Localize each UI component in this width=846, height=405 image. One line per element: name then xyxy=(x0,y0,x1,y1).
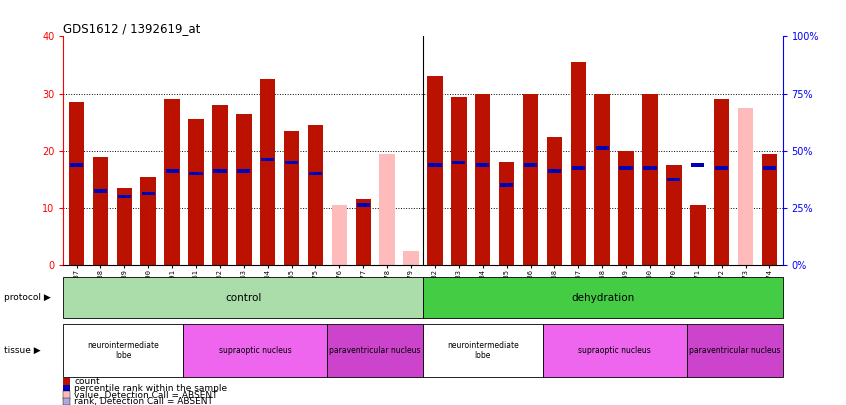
Bar xyxy=(499,162,514,265)
Text: neurointermediate
lobe: neurointermediate lobe xyxy=(447,341,519,360)
Bar xyxy=(596,146,609,150)
Text: supraoptic nucleus: supraoptic nucleus xyxy=(579,346,651,355)
Text: protocol ▶: protocol ▶ xyxy=(4,293,51,302)
Text: GDS1612 / 1392619_at: GDS1612 / 1392619_at xyxy=(63,22,201,35)
Bar xyxy=(618,151,634,265)
Text: paraventricular nucleus: paraventricular nucleus xyxy=(329,346,420,355)
Bar xyxy=(260,79,276,265)
Bar xyxy=(332,205,347,265)
Bar xyxy=(547,136,562,265)
Bar xyxy=(285,161,298,164)
Bar xyxy=(213,169,227,173)
Text: count: count xyxy=(74,377,100,386)
Bar xyxy=(572,166,585,170)
Bar xyxy=(453,161,465,164)
Text: value, Detection Call = ABSENT: value, Detection Call = ABSENT xyxy=(74,391,218,400)
Bar xyxy=(428,164,442,167)
Text: supraoptic nucleus: supraoptic nucleus xyxy=(219,346,292,355)
Bar xyxy=(404,251,419,265)
Bar xyxy=(423,324,543,377)
Bar xyxy=(691,164,705,167)
Text: tissue ▶: tissue ▶ xyxy=(4,346,41,355)
Bar xyxy=(166,169,179,173)
Text: paraventricular nucleus: paraventricular nucleus xyxy=(689,346,780,355)
Bar xyxy=(500,183,514,187)
Bar xyxy=(189,119,204,265)
Bar xyxy=(70,164,83,167)
Bar xyxy=(93,157,108,265)
Bar xyxy=(690,205,706,265)
Bar xyxy=(715,166,728,170)
Text: percentile rank within the sample: percentile rank within the sample xyxy=(74,384,228,393)
Bar xyxy=(761,154,777,265)
Bar xyxy=(548,169,561,173)
Bar xyxy=(714,99,729,265)
Bar xyxy=(63,324,184,377)
Bar xyxy=(687,324,783,377)
Bar xyxy=(236,114,251,265)
Bar xyxy=(237,169,250,173)
Bar xyxy=(667,178,680,181)
Text: control: control xyxy=(225,293,261,303)
Bar xyxy=(117,188,132,265)
Bar xyxy=(666,165,682,265)
Bar xyxy=(140,177,156,265)
Bar xyxy=(63,277,423,318)
Bar xyxy=(164,99,180,265)
Bar xyxy=(309,172,322,175)
Bar xyxy=(184,324,327,377)
Bar xyxy=(570,62,586,265)
Bar xyxy=(261,158,274,161)
Bar xyxy=(763,166,776,170)
Text: dehydration: dehydration xyxy=(571,293,634,303)
Bar xyxy=(543,324,687,377)
Text: rank, Detection Call = ABSENT: rank, Detection Call = ABSENT xyxy=(74,397,213,405)
Bar xyxy=(423,277,783,318)
Bar xyxy=(308,125,323,265)
Bar xyxy=(190,172,203,175)
Bar xyxy=(284,131,299,265)
Bar xyxy=(619,166,633,170)
Bar xyxy=(451,96,467,265)
Bar xyxy=(355,200,371,265)
Bar xyxy=(643,166,656,170)
Bar xyxy=(212,105,228,265)
Bar xyxy=(738,108,753,265)
Bar xyxy=(595,94,610,265)
Bar xyxy=(94,189,107,193)
Bar xyxy=(524,164,537,167)
Bar xyxy=(141,192,155,196)
Bar xyxy=(357,203,370,207)
Text: neurointermediate
lobe: neurointermediate lobe xyxy=(87,341,159,360)
Bar xyxy=(475,94,491,265)
Bar xyxy=(69,102,85,265)
Bar xyxy=(379,154,395,265)
Bar xyxy=(118,195,131,198)
Bar xyxy=(327,324,423,377)
Bar xyxy=(427,77,442,265)
Bar xyxy=(476,164,489,167)
Bar xyxy=(523,94,538,265)
Bar xyxy=(642,94,657,265)
